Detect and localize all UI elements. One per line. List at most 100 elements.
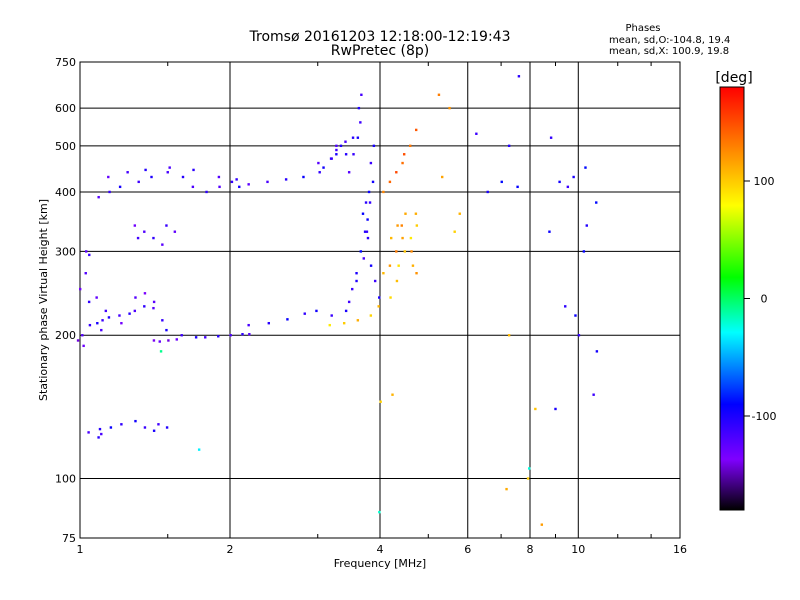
- data-point: [362, 257, 365, 260]
- data-point: [351, 136, 355, 139]
- data-point: [396, 224, 399, 227]
- x-axis-label: Frequency [MHz]: [334, 557, 426, 570]
- data-points: [76, 75, 599, 526]
- data-point: [158, 340, 161, 343]
- data-point: [566, 185, 570, 189]
- chart-subtitle: RwPretec (8p): [331, 43, 429, 59]
- data-point: [152, 236, 155, 240]
- data-point: [507, 144, 511, 148]
- x-tick-label: 8: [527, 543, 534, 556]
- x-tick-label: 6: [464, 543, 471, 556]
- data-point: [241, 333, 244, 336]
- data-point: [120, 423, 123, 426]
- data-point: [104, 309, 108, 313]
- y-axis-label: Stationary phase Virtual Height [km]: [37, 199, 50, 401]
- data-point: [351, 287, 354, 291]
- data-point: [167, 339, 170, 342]
- data-point: [361, 212, 365, 215]
- data-point: [364, 201, 368, 204]
- data-point: [81, 334, 84, 337]
- data-point: [344, 309, 348, 313]
- data-point: [107, 175, 110, 179]
- data-point: [395, 171, 398, 174]
- data-point: [191, 185, 195, 189]
- data-point: [157, 423, 160, 426]
- data-point: [554, 407, 557, 411]
- data-point: [128, 312, 131, 315]
- data-point: [404, 212, 407, 215]
- data-point: [166, 171, 169, 174]
- data-point: [403, 250, 407, 253]
- data-point: [558, 180, 561, 184]
- data-point: [134, 296, 137, 299]
- x-axis-ticks: 1 2 4 6 8 10 16: [77, 543, 688, 556]
- phase-stats-x: mean, sd,X: 100.9, 19.8: [609, 46, 729, 57]
- y-tick-label: 400: [55, 186, 76, 199]
- data-point: [365, 230, 369, 233]
- data-point: [401, 161, 404, 165]
- data-point: [390, 236, 393, 240]
- data-point: [161, 243, 164, 246]
- data-point: [415, 272, 418, 275]
- data-point: [87, 431, 90, 434]
- data-point: [585, 224, 588, 227]
- data-point: [330, 314, 333, 317]
- data-point: [133, 224, 137, 227]
- data-point: [397, 264, 400, 267]
- data-point: [584, 166, 587, 169]
- data-point: [85, 250, 88, 253]
- data-point: [440, 175, 444, 179]
- data-point: [194, 336, 198, 339]
- y-tick-label: 200: [55, 329, 76, 342]
- data-point: [410, 250, 413, 253]
- data-point: [359, 250, 363, 253]
- data-point: [355, 272, 358, 275]
- data-point: [100, 432, 103, 436]
- data-point: [284, 178, 288, 181]
- data-point: [100, 328, 103, 332]
- data-point: [548, 230, 551, 233]
- data-point: [534, 407, 537, 411]
- data-point: [204, 336, 207, 339]
- y-tick-label: 100: [55, 473, 76, 486]
- data-point: [382, 190, 385, 194]
- data-point: [360, 93, 363, 96]
- data-point: [366, 236, 370, 240]
- data-point: [355, 279, 358, 283]
- data-point: [152, 300, 156, 304]
- data-point: [372, 144, 376, 148]
- data-point: [516, 185, 519, 189]
- data-point: [414, 128, 418, 132]
- data-point: [366, 218, 369, 221]
- data-point: [266, 180, 269, 184]
- data-point: [235, 178, 238, 181]
- data-point: [549, 136, 553, 139]
- data-point: [109, 426, 113, 429]
- phase-stats-heading: Phases: [625, 23, 660, 34]
- data-point: [339, 144, 343, 148]
- data-point: [335, 148, 338, 152]
- data-point: [335, 153, 338, 156]
- data-point: [475, 132, 478, 135]
- data-point: [458, 212, 461, 215]
- data-point: [247, 183, 250, 186]
- y-tick-label: 75: [62, 532, 76, 545]
- data-point: [582, 250, 586, 253]
- data-point: [88, 323, 92, 327]
- data-point: [377, 305, 380, 308]
- y-tick-label: 750: [55, 56, 76, 69]
- data-point: [344, 153, 348, 156]
- data-point: [101, 319, 104, 322]
- data-point: [453, 230, 456, 233]
- data-point: [448, 106, 451, 110]
- data-point: [152, 429, 156, 432]
- data-point: [388, 180, 392, 184]
- data-point: [388, 264, 392, 267]
- data-point: [137, 180, 140, 184]
- data-point: [143, 230, 146, 233]
- data-point: [143, 292, 147, 295]
- data-point: [143, 426, 147, 429]
- y-tick-label: 600: [55, 102, 76, 115]
- data-point: [595, 350, 599, 353]
- data-point: [437, 93, 441, 96]
